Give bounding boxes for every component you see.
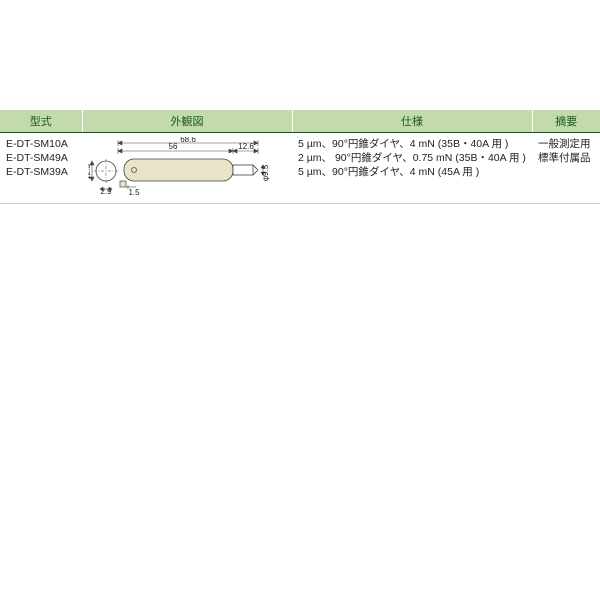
dim-body: 56 xyxy=(169,142,178,151)
note-line: 一般測定用 xyxy=(538,137,594,151)
spec-cell: 5 µm、90°円錐ダイヤ、4 mN (35B・40A 用 ) 2 µm、 90… xyxy=(292,133,532,204)
note-cell: 一般測定用 標準付属品 xyxy=(532,133,600,204)
model-code: E-DT-SM10A xyxy=(6,137,76,151)
header-spec: 仕様 xyxy=(292,110,532,133)
body-shape xyxy=(124,159,233,181)
header-model: 型式 xyxy=(0,110,82,133)
model-code: E-DT-SM39A xyxy=(6,165,76,179)
tip-shape xyxy=(233,165,253,175)
model-cell: E-DT-SM10A E-DT-SM49A E-DT-SM39A xyxy=(0,133,82,204)
note-line: 標準付属品 xyxy=(538,151,594,165)
dim-overall: 68.6 xyxy=(180,137,196,144)
diagram-cell: 68.6 56 xyxy=(82,133,292,204)
dim-tip: 12.6 xyxy=(238,142,254,151)
header-diagram: 外観図 xyxy=(82,110,292,133)
table-row: E-DT-SM10A E-DT-SM49A E-DT-SM39A 68.6 xyxy=(0,133,600,204)
spec-line: 5 µm、90°円錐ダイヤ、4 mN (35B・40A 用 ) xyxy=(298,137,526,151)
dim-step: 1.5 xyxy=(128,188,140,197)
dim-dia: φ9.5 xyxy=(261,164,270,181)
model-code: E-DT-SM49A xyxy=(6,151,76,165)
spec-line: 5 µm、90°円錐ダイヤ、4 mN (45A 用 ) xyxy=(298,165,526,179)
spec-table: 型式 外観図 仕様 摘要 E-DT-SM10A E-DT-SM49A E-DT-… xyxy=(0,110,600,204)
spec-line: 2 µm、 90°円錐ダイヤ、0.75 mN (35B・40A 用 ) xyxy=(298,151,526,165)
spec-table-container: 型式 外観図 仕様 摘要 E-DT-SM10A E-DT-SM49A E-DT-… xyxy=(0,110,600,204)
header-note: 摘要 xyxy=(532,110,600,133)
outline-diagram: 68.6 56 xyxy=(88,137,288,199)
stub-shape xyxy=(120,181,126,187)
dim-height: 12.3 xyxy=(88,164,92,180)
